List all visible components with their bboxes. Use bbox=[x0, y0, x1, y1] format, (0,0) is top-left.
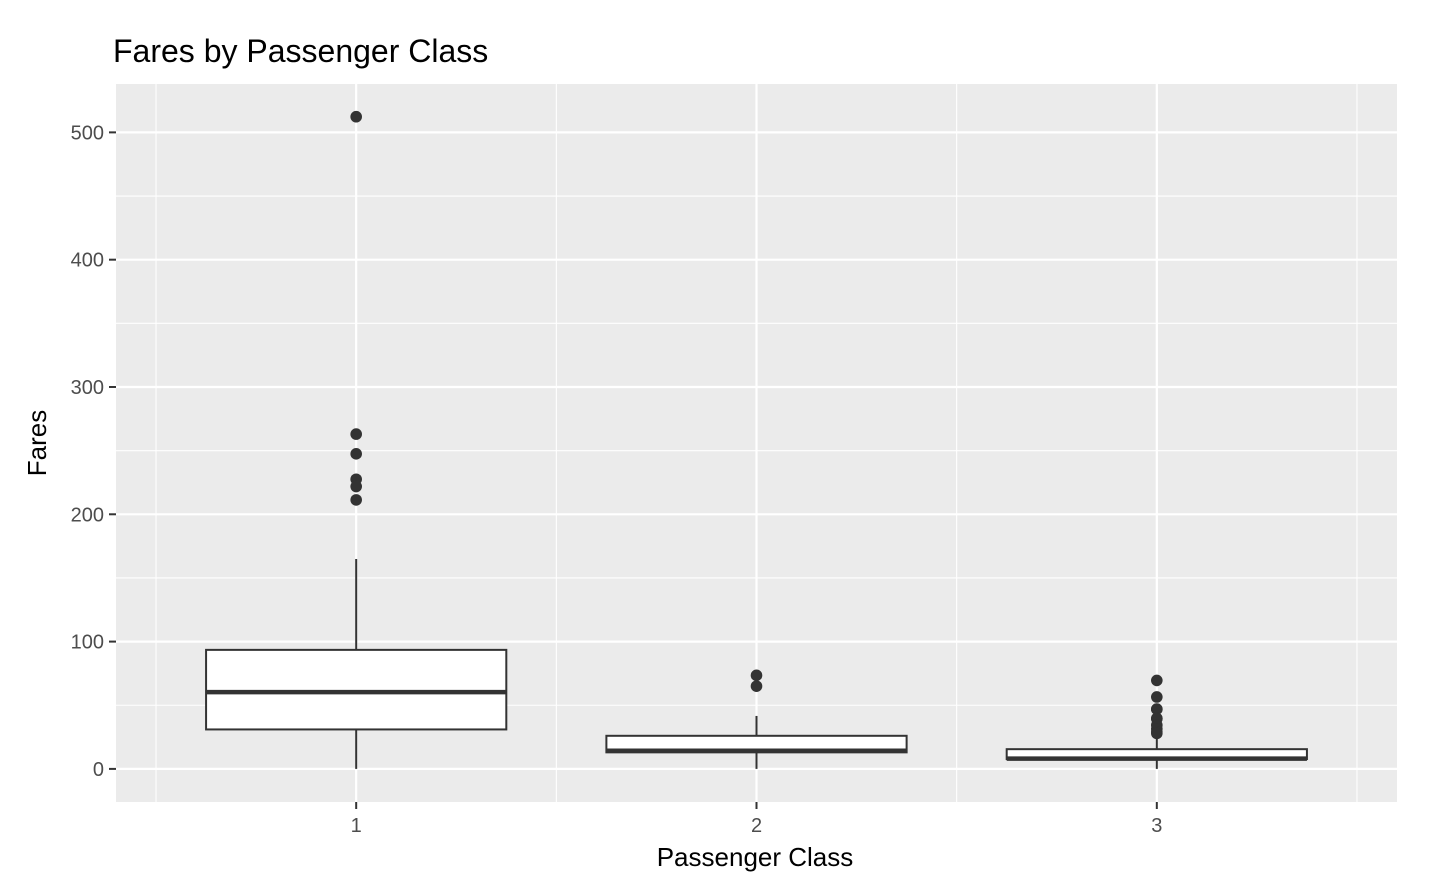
x-axis: 1 2 3 bbox=[351, 802, 1162, 837]
y-tick-label: 0 bbox=[93, 759, 104, 781]
outlier-point bbox=[750, 680, 763, 692]
box-group-class-1 bbox=[205, 110, 508, 769]
outlier-point bbox=[1151, 691, 1163, 703]
outlier-point bbox=[1151, 727, 1163, 740]
outlier-point bbox=[750, 669, 763, 682]
y-tick-label: 400 bbox=[71, 250, 104, 272]
y-tick-label: 100 bbox=[71, 632, 104, 654]
outlier-point bbox=[350, 428, 362, 440]
x-tick-label: 3 bbox=[1151, 815, 1162, 837]
outlier-point bbox=[350, 448, 362, 460]
outlier-point bbox=[1151, 703, 1163, 715]
y-axis-title: Fares bbox=[22, 410, 52, 476]
y-tick-label: 500 bbox=[71, 122, 104, 144]
box-series bbox=[205, 110, 1308, 769]
outlier-point bbox=[1151, 674, 1163, 687]
outlier-point bbox=[350, 494, 362, 506]
y-axis: 0 100 200 300 400 500 bbox=[71, 122, 116, 781]
outlier-point bbox=[350, 110, 362, 123]
x-axis-title: Passenger Class bbox=[657, 842, 854, 872]
x-tick-label: 1 bbox=[351, 815, 362, 837]
y-tick-label: 300 bbox=[71, 377, 104, 399]
box-group-class-2 bbox=[605, 669, 908, 769]
chart-title: Fares by Passenger Class bbox=[113, 33, 488, 69]
box-group-class-3 bbox=[1005, 674, 1308, 769]
box bbox=[205, 648, 508, 731]
outlier-point bbox=[350, 480, 362, 493]
x-tick-label: 2 bbox=[751, 815, 762, 837]
y-tick-label: 200 bbox=[71, 504, 104, 526]
